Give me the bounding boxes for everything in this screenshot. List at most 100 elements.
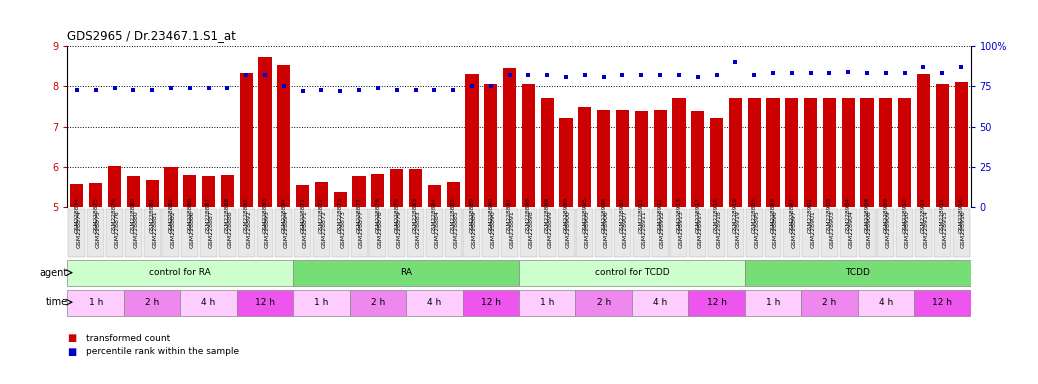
Text: GSM228908: GSM228908: [867, 210, 872, 248]
Text: GSM228913: GSM228913: [677, 197, 681, 233]
FancyBboxPatch shape: [632, 290, 688, 316]
FancyBboxPatch shape: [87, 209, 104, 257]
Point: [953, 64, 969, 70]
Point: [464, 83, 481, 89]
Bar: [691, 111, 705, 207]
Point: [370, 85, 386, 91]
FancyBboxPatch shape: [200, 209, 217, 257]
FancyBboxPatch shape: [237, 290, 293, 316]
Text: GSM228899: GSM228899: [547, 210, 552, 248]
Bar: [89, 183, 103, 207]
FancyBboxPatch shape: [765, 209, 782, 257]
FancyBboxPatch shape: [877, 209, 895, 257]
Bar: [465, 74, 479, 207]
Text: GSM228916: GSM228916: [959, 197, 963, 233]
Text: 4 h: 4 h: [201, 298, 216, 307]
FancyBboxPatch shape: [483, 209, 499, 257]
Bar: [879, 98, 893, 207]
FancyBboxPatch shape: [708, 209, 725, 257]
Bar: [634, 111, 648, 207]
Bar: [409, 169, 422, 207]
Point: [708, 72, 725, 78]
Text: GSM228893: GSM228893: [265, 210, 270, 248]
Text: GSM228876: GSM228876: [112, 197, 117, 233]
FancyBboxPatch shape: [67, 260, 293, 286]
Text: GSM228892: GSM228892: [244, 197, 249, 233]
Text: GSM228909: GSM228909: [883, 197, 889, 233]
FancyBboxPatch shape: [614, 209, 631, 257]
Point: [671, 72, 687, 78]
Text: GSM228891: GSM228891: [508, 197, 512, 233]
Bar: [221, 175, 234, 207]
FancyBboxPatch shape: [745, 290, 801, 316]
FancyBboxPatch shape: [784, 209, 800, 257]
Text: GSM228909: GSM228909: [885, 210, 891, 248]
FancyBboxPatch shape: [575, 290, 632, 316]
FancyBboxPatch shape: [67, 290, 124, 316]
Text: 4 h: 4 h: [653, 298, 667, 307]
Bar: [747, 98, 761, 207]
Text: GSM228900: GSM228900: [564, 197, 569, 233]
FancyBboxPatch shape: [143, 209, 161, 257]
FancyBboxPatch shape: [370, 209, 386, 257]
FancyBboxPatch shape: [652, 209, 668, 257]
FancyBboxPatch shape: [106, 209, 122, 257]
Text: GSM228914: GSM228914: [921, 197, 926, 233]
Bar: [616, 110, 629, 207]
Point: [106, 85, 122, 91]
Point: [765, 70, 782, 76]
Point: [821, 70, 838, 76]
Point: [144, 86, 161, 93]
FancyBboxPatch shape: [464, 209, 481, 257]
Point: [295, 88, 311, 94]
Bar: [183, 175, 196, 207]
Point: [313, 86, 330, 93]
FancyBboxPatch shape: [539, 209, 555, 257]
Bar: [202, 175, 215, 207]
Text: 12 h: 12 h: [481, 298, 500, 307]
FancyBboxPatch shape: [688, 290, 745, 316]
FancyBboxPatch shape: [294, 209, 311, 257]
Text: 1 h: 1 h: [766, 298, 781, 307]
Text: GSM228905: GSM228905: [582, 197, 588, 233]
Bar: [935, 84, 949, 207]
Text: GSM228910: GSM228910: [905, 210, 909, 248]
Text: 1 h: 1 h: [315, 298, 329, 307]
Text: 12 h: 12 h: [255, 298, 275, 307]
Bar: [729, 98, 742, 207]
Text: 2 h: 2 h: [371, 298, 385, 307]
Point: [802, 70, 819, 76]
FancyBboxPatch shape: [576, 209, 594, 257]
Point: [727, 59, 743, 65]
Text: GSM228886: GSM228886: [187, 197, 192, 233]
Point: [858, 70, 875, 76]
Point: [689, 74, 706, 80]
Text: GSM228879: GSM228879: [394, 197, 400, 233]
Point: [200, 85, 217, 91]
Bar: [296, 185, 309, 207]
FancyBboxPatch shape: [802, 209, 819, 257]
Bar: [71, 184, 83, 207]
FancyBboxPatch shape: [407, 209, 424, 257]
Point: [219, 85, 236, 91]
Bar: [955, 83, 967, 207]
Bar: [541, 98, 554, 207]
FancyBboxPatch shape: [595, 209, 612, 257]
Text: transformed count: transformed count: [86, 334, 170, 343]
Text: GSM228889: GSM228889: [472, 210, 477, 248]
Text: GSM228872: GSM228872: [322, 210, 327, 248]
Text: GSM228912: GSM228912: [660, 210, 665, 248]
Point: [614, 72, 631, 78]
Text: GSM228875: GSM228875: [93, 197, 99, 233]
Text: GSM228917: GSM228917: [695, 197, 701, 233]
Text: GSM228876: GSM228876: [114, 210, 119, 248]
Text: GSM228900: GSM228900: [566, 210, 571, 248]
Point: [125, 86, 141, 93]
Bar: [766, 98, 780, 207]
FancyBboxPatch shape: [557, 209, 574, 257]
Text: GSM228877: GSM228877: [357, 197, 361, 233]
Text: GSM228918: GSM228918: [716, 210, 721, 248]
Bar: [164, 167, 177, 207]
Text: GSM228883: GSM228883: [415, 210, 420, 248]
Bar: [277, 65, 291, 207]
